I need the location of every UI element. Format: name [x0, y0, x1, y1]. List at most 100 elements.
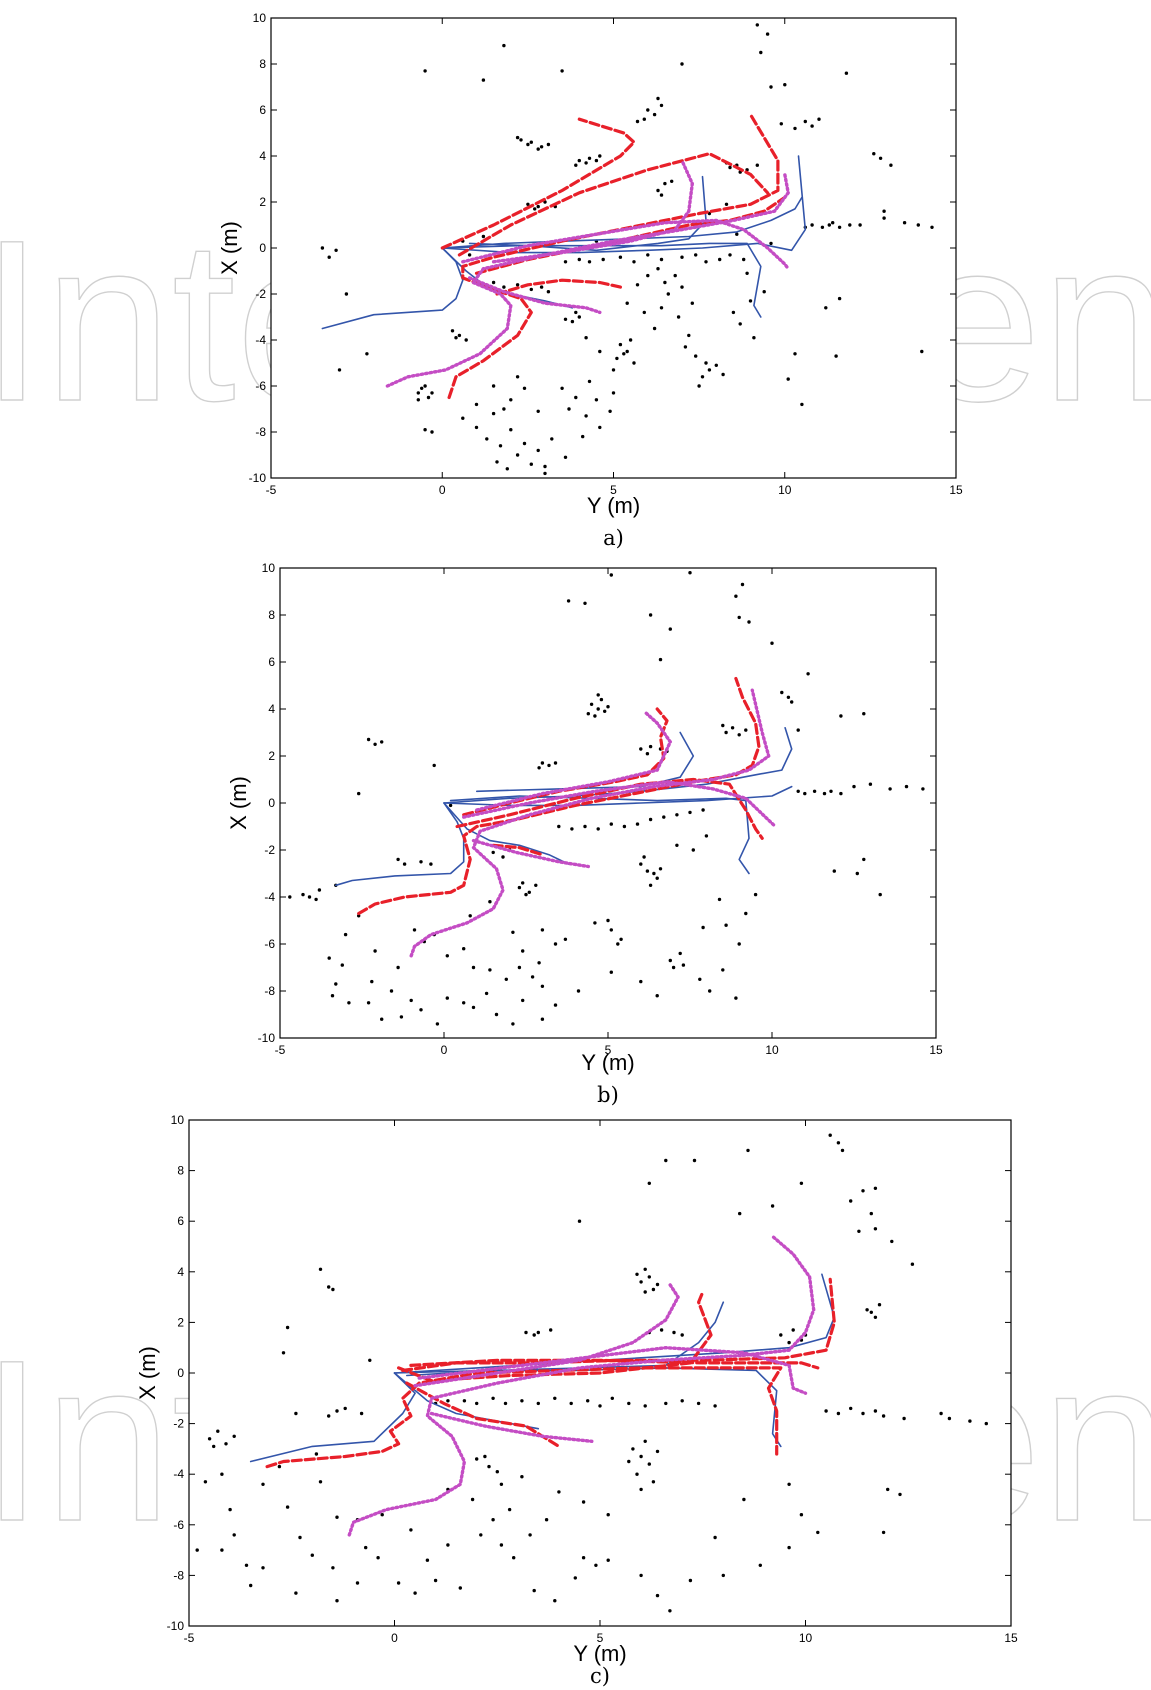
landmark-point	[812, 789, 817, 793]
landmark-point	[921, 787, 925, 791]
landmark-point	[495, 1470, 499, 1474]
landmark-point	[639, 747, 643, 751]
landmark-point	[454, 336, 458, 340]
landmark-point	[688, 810, 692, 815]
landmark-point	[718, 257, 722, 262]
landmark-point	[567, 407, 571, 411]
landmark-point	[331, 1287, 335, 1292]
landmark-point	[647, 1462, 651, 1466]
landmark-point	[335, 1599, 339, 1603]
landmark-point	[658, 867, 663, 871]
trajectory-dotted	[491, 158, 694, 264]
landmark-point	[631, 1447, 635, 1451]
landmark-point	[731, 310, 736, 315]
landmark-point	[261, 1566, 265, 1570]
landmark-point	[560, 386, 564, 390]
landmark-point	[799, 1181, 804, 1186]
landmark-point	[704, 834, 709, 838]
landmark-point	[220, 1548, 224, 1552]
landmark-point	[409, 1528, 413, 1532]
landmark-point	[232, 1434, 236, 1439]
landmark-point	[335, 1515, 339, 1519]
landmark-point	[340, 963, 344, 967]
landmark-point	[334, 248, 338, 252]
y-tick-label: 0	[177, 1366, 184, 1380]
landmark-point	[598, 425, 602, 430]
landmark-point	[735, 232, 739, 236]
landmark-point	[740, 582, 745, 587]
landmark-points	[195, 1133, 988, 1613]
y-tick-label: 6	[177, 1214, 184, 1228]
landmark-point	[713, 1535, 717, 1540]
landmark-point	[663, 280, 667, 285]
landmark-point	[742, 1497, 746, 1502]
landmark-point	[533, 207, 537, 211]
landmark-points	[320, 23, 934, 476]
landmark-point	[334, 982, 338, 986]
landmark-point	[396, 965, 400, 970]
landmark-point	[721, 723, 725, 728]
landmark-point	[696, 1401, 701, 1406]
landmark-point	[491, 280, 496, 285]
landmark-point	[738, 1211, 742, 1216]
landmark-point	[888, 787, 892, 791]
landmark-point	[416, 398, 420, 402]
landmark-point	[491, 384, 496, 388]
landmark-point	[659, 257, 664, 262]
landmark-point	[635, 119, 640, 124]
y-axis-label: X (m)	[217, 221, 242, 275]
landmark-point	[544, 1518, 549, 1522]
landmark-point	[609, 573, 613, 577]
landmark-point	[671, 965, 676, 970]
landmark-point	[676, 315, 681, 319]
landmark-point	[483, 1454, 487, 1459]
landmark-point	[920, 349, 924, 354]
landmark-point	[543, 471, 547, 476]
trajectory-dashed	[495, 278, 622, 296]
landmark-point	[721, 968, 725, 972]
trajectory-dashed	[457, 152, 770, 257]
landmark-point	[540, 984, 545, 988]
landmark-point	[700, 375, 705, 379]
y-tick-label: 8	[268, 608, 275, 622]
landmark-point	[666, 292, 670, 296]
landmark-point	[285, 1505, 290, 1509]
landmark-point	[596, 827, 600, 831]
landmark-point	[839, 714, 843, 718]
landmark-point	[426, 395, 431, 400]
landmark-point	[687, 333, 691, 338]
landmark-point	[601, 257, 605, 262]
landmark-point	[380, 740, 384, 744]
landmark-point	[694, 354, 698, 358]
y-tick-label: 8	[259, 57, 266, 71]
landmark-point	[285, 1325, 290, 1330]
landmark-point	[505, 467, 509, 471]
landmark-point	[737, 733, 741, 737]
landmark-point	[817, 117, 821, 121]
landmark-point	[220, 1472, 224, 1476]
landmark-point	[721, 372, 725, 377]
trajectory-dashed	[455, 777, 764, 840]
landmark-point	[527, 890, 531, 894]
landmark-point	[537, 961, 541, 965]
landmark-point	[758, 1563, 762, 1568]
landmark-point	[445, 954, 449, 958]
landmark-point	[799, 1513, 804, 1517]
landmark-point	[627, 1401, 631, 1406]
landmark-point	[770, 1204, 775, 1208]
landmark-point	[609, 970, 613, 974]
landmark-point	[524, 892, 528, 897]
landmark-point	[357, 791, 361, 796]
landmark-point	[294, 1411, 298, 1416]
trajectory-dashed	[440, 117, 636, 250]
landmark-point	[570, 319, 575, 324]
y-tick-label: -10	[249, 471, 267, 485]
landmark-point	[318, 1267, 323, 1272]
landmark-point	[502, 43, 506, 48]
trajectory-series-dotted	[409, 688, 777, 958]
trajectory-dashed	[491, 843, 544, 857]
landmark-point	[688, 571, 692, 575]
landmark-point	[598, 349, 602, 354]
landmark-point	[573, 1576, 577, 1580]
landmark-point	[882, 216, 886, 220]
